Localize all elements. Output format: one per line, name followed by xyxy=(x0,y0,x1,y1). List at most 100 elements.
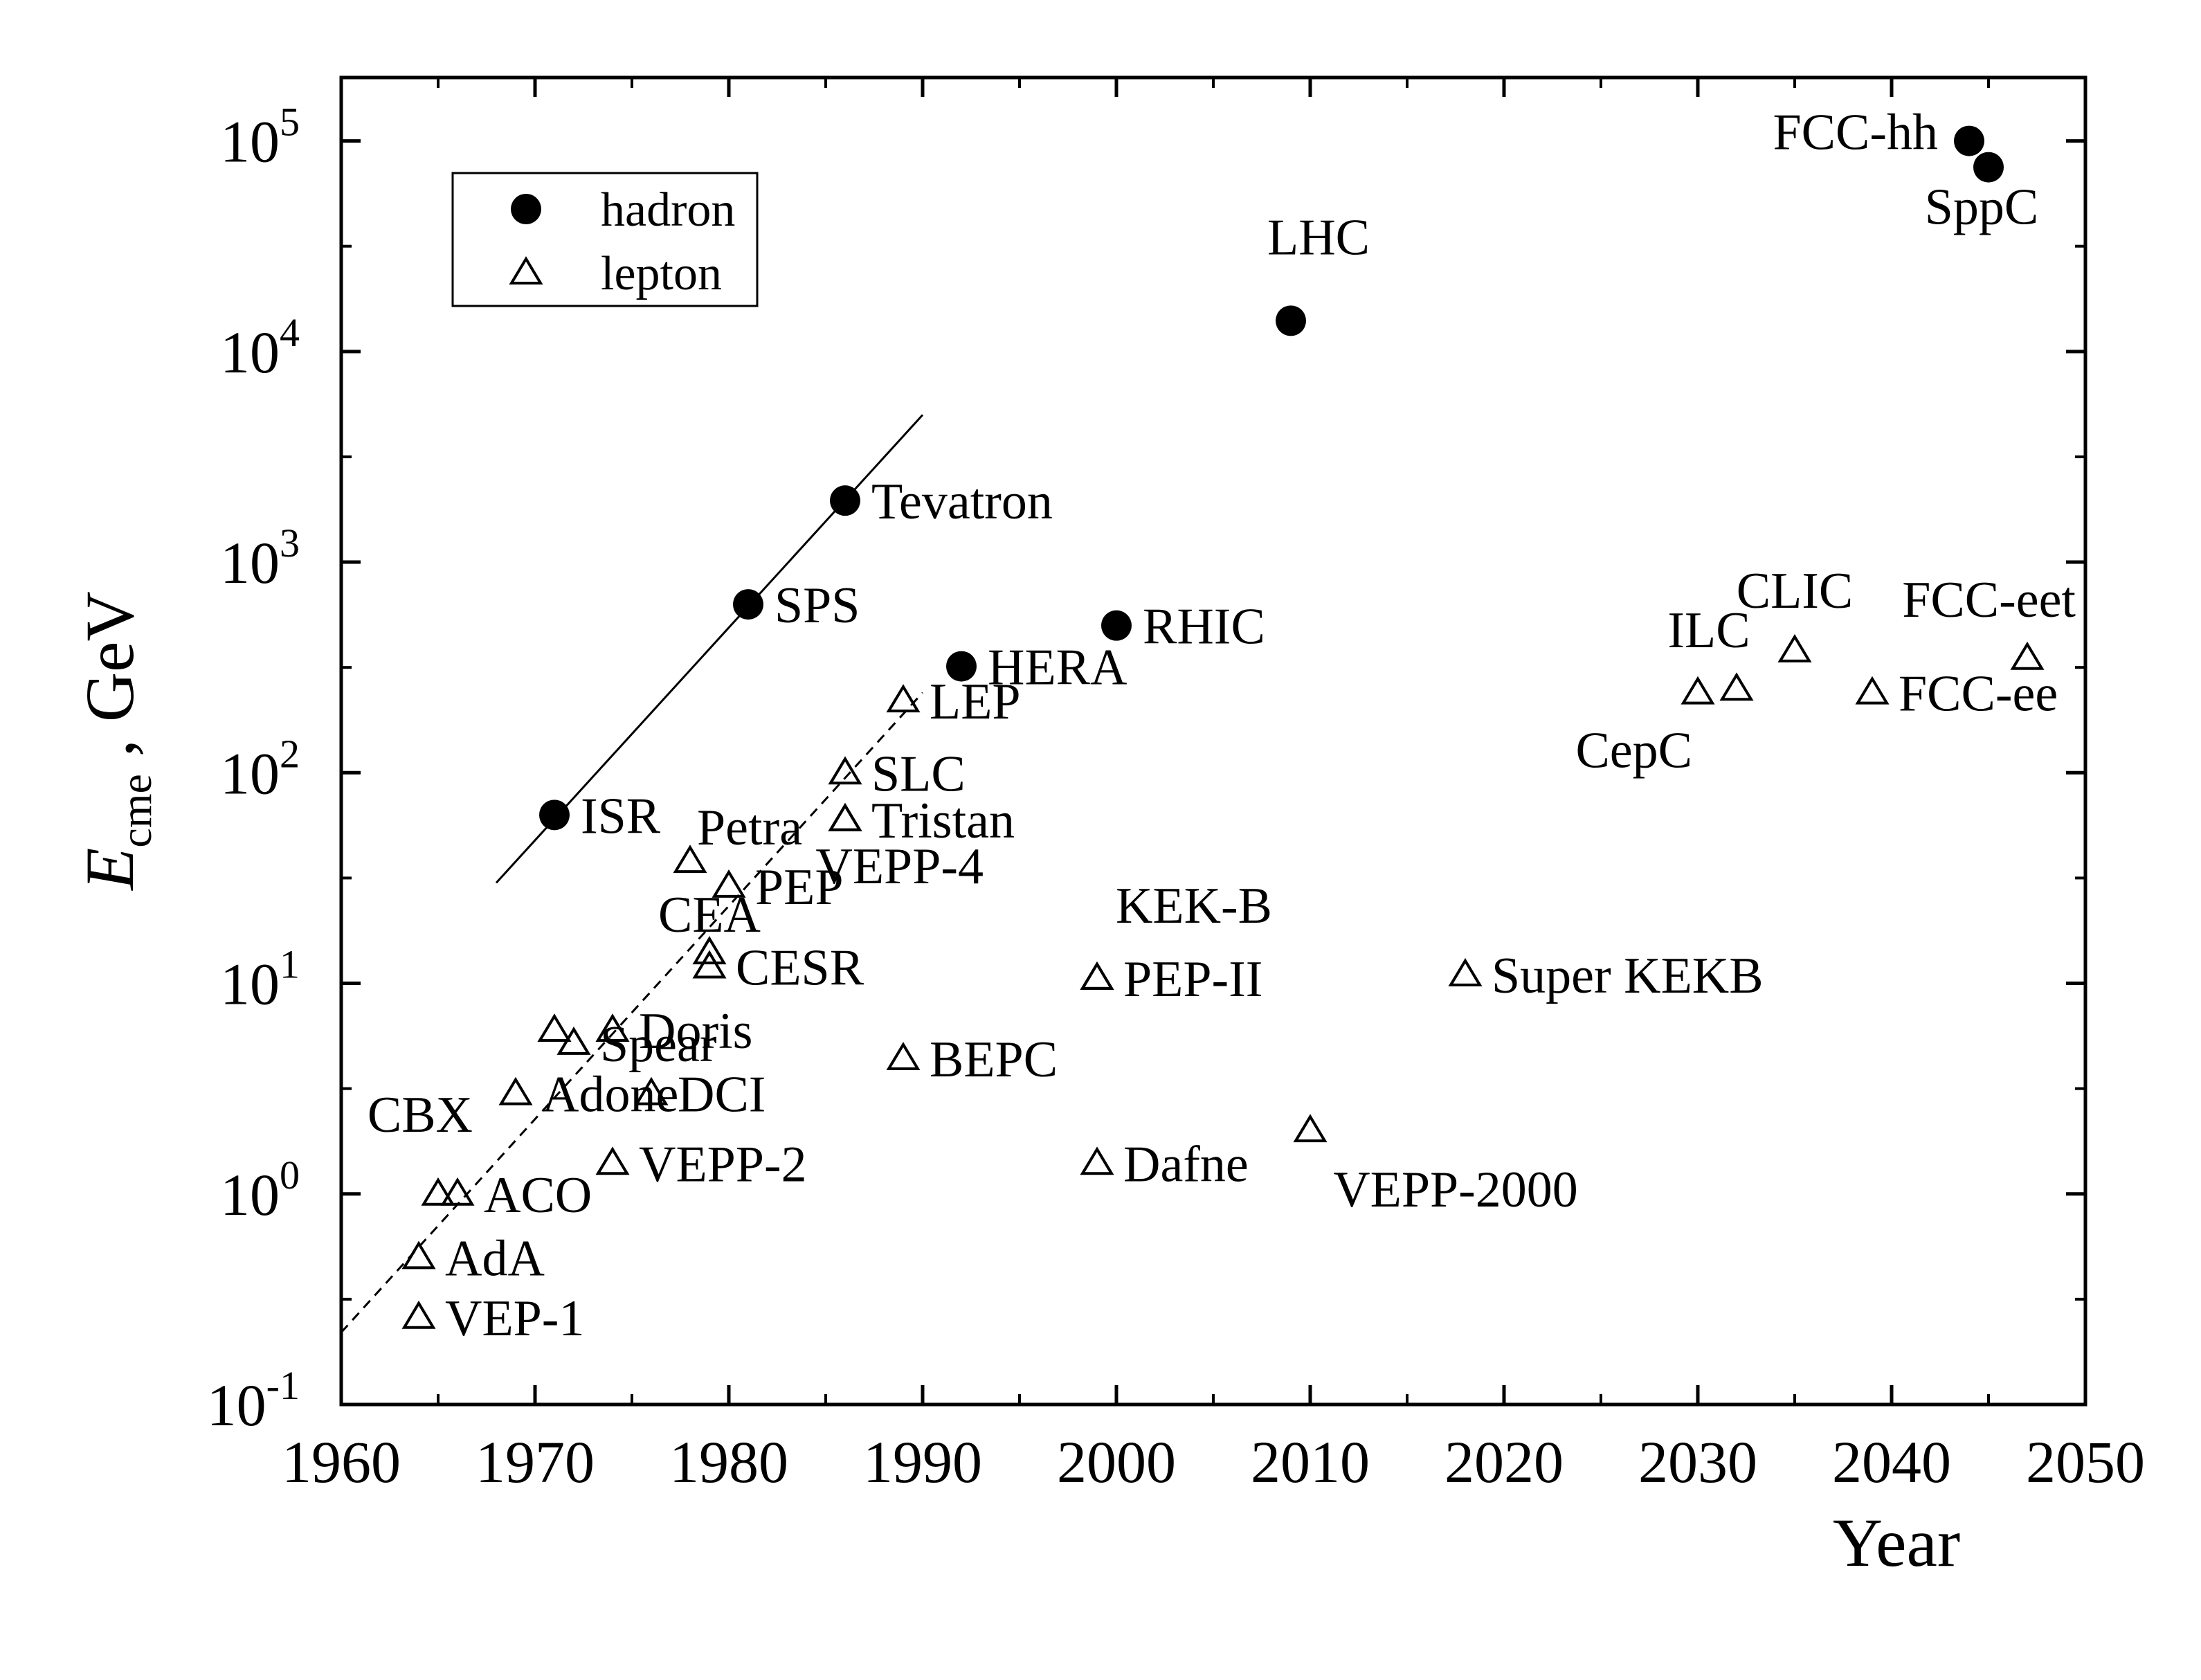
point-label: CEA xyxy=(658,887,761,943)
lepton-point xyxy=(828,802,862,831)
legend-label: hadron xyxy=(601,183,735,237)
y-tick-label: 100 xyxy=(220,1153,300,1228)
point-label: VEPP-2000 xyxy=(1333,1162,1578,1218)
point-label: AdA xyxy=(445,1230,545,1287)
hadron-point xyxy=(1954,125,1984,156)
x-tick-label: 2030 xyxy=(1638,1429,1757,1495)
y-axis-title: Ecme , GeV xyxy=(71,591,161,892)
x-tick-label: 2000 xyxy=(1057,1429,1176,1495)
lepton-point xyxy=(634,1076,669,1105)
data-points xyxy=(401,125,2045,1329)
y-tick-label: 10-1 xyxy=(207,1363,300,1438)
point-label: PEP xyxy=(755,859,844,916)
lepton-point xyxy=(401,1240,436,1270)
point-label: Super KEKB xyxy=(1492,948,1764,1004)
axis-tick-labels: 1960 1970 1980 1990 2000 2010 2020 2030 2040 2050… xyxy=(207,100,2145,1495)
x-tick-label: 2010 xyxy=(1251,1429,1370,1495)
lepton-point xyxy=(673,844,707,874)
lepton-point xyxy=(440,1177,475,1206)
x-tick-label: 1990 xyxy=(863,1429,982,1495)
lepton-point xyxy=(595,1013,630,1042)
point-label: FCC-ee xyxy=(1899,666,2058,723)
point-label: KEK-B xyxy=(1116,878,1272,934)
point-label: ISR xyxy=(581,788,661,844)
legend-marker-lepton xyxy=(509,256,543,284)
lepton-point xyxy=(1855,676,1890,705)
lepton-point xyxy=(1777,634,1812,662)
point-label: CESR xyxy=(736,939,864,996)
lepton-point xyxy=(692,936,727,965)
lepton-point xyxy=(498,1076,533,1105)
lepton-point xyxy=(1080,1146,1114,1175)
point-label: CLIC xyxy=(1737,563,1854,620)
lepton-point xyxy=(828,756,862,785)
lepton-point xyxy=(712,869,746,898)
point-label: ACO xyxy=(484,1167,592,1224)
y-tick-label: 103 xyxy=(220,521,300,596)
point-label: Tevatron xyxy=(871,473,1053,530)
axis-titles: Year Ecme , GeV xyxy=(71,591,1960,1581)
legend-label: lepton xyxy=(601,247,722,300)
lepton-point xyxy=(692,950,727,979)
point-label: Tristan xyxy=(871,793,1015,849)
lepton-point xyxy=(537,1013,572,1042)
hadron-point xyxy=(830,485,860,516)
point-label: BEPC xyxy=(930,1031,1058,1088)
point-label: FCC-eet xyxy=(1902,572,2076,629)
x-tick-label: 1980 xyxy=(669,1429,788,1495)
point-label: HERA xyxy=(988,640,1127,696)
point-label: SPS xyxy=(775,577,860,634)
x-tick-label: 2020 xyxy=(1444,1429,1564,1495)
x-tick-label: 1970 xyxy=(475,1429,595,1495)
point-label: Petra xyxy=(697,800,802,856)
y-tick-label: 104 xyxy=(220,310,300,386)
hadron-point xyxy=(946,651,977,682)
point-label: VEPP-2 xyxy=(639,1136,807,1193)
point-label: Dafne xyxy=(1123,1136,1249,1193)
lepton-point xyxy=(1080,961,1114,990)
x-tick-label: 2040 xyxy=(1832,1429,1951,1495)
point-label: RHIC xyxy=(1143,599,1265,656)
lepton-point xyxy=(1080,961,1114,990)
legend: hadron lepton xyxy=(451,172,759,307)
point-label: FCC-hh xyxy=(1773,105,1938,161)
lepton-point xyxy=(886,684,921,713)
lepton-point xyxy=(2010,641,2045,670)
point-label: LHC xyxy=(1267,209,1370,266)
point-label: Doris xyxy=(639,1003,752,1060)
point-label: ILC xyxy=(1667,602,1750,659)
hadron-point xyxy=(1973,152,2004,183)
hadron-point xyxy=(733,589,763,620)
x-axis-title: Year xyxy=(1833,1504,1960,1581)
axis-ticks xyxy=(339,78,2087,1407)
lepton-point xyxy=(401,1300,436,1329)
point-label: LEP xyxy=(930,674,1021,730)
x-tick-label: 2050 xyxy=(2026,1429,2145,1495)
lepton-point xyxy=(595,1146,630,1175)
lepton-point xyxy=(886,1042,921,1071)
x-tick-label: 1960 xyxy=(282,1429,401,1495)
trend-line-lepton xyxy=(340,692,924,1333)
legend-box xyxy=(451,172,759,307)
point-label: PEP-II xyxy=(1123,951,1262,1008)
point-label: CepC xyxy=(1575,723,1692,779)
point-label: SLC xyxy=(871,746,966,802)
y-tick-label: 101 xyxy=(220,942,300,1018)
point-label: VEPP-4 xyxy=(815,838,984,895)
legend-marker-hadron xyxy=(511,194,541,224)
lepton-point xyxy=(1293,1114,1328,1143)
lepton-point xyxy=(1448,958,1483,986)
y-tick-label: 102 xyxy=(220,731,300,806)
lepton-point xyxy=(828,802,862,831)
point-label: Spear xyxy=(600,1016,717,1073)
point-label: DCI xyxy=(678,1067,766,1123)
hadron-point xyxy=(1276,305,1306,336)
y-tick-label: 105 xyxy=(220,100,300,175)
hadron-point xyxy=(539,800,570,831)
point-label: SppC xyxy=(1925,179,2039,236)
point-label: VEP-1 xyxy=(445,1290,584,1347)
lepton-point xyxy=(421,1177,455,1206)
point-label: Adone xyxy=(542,1067,678,1123)
